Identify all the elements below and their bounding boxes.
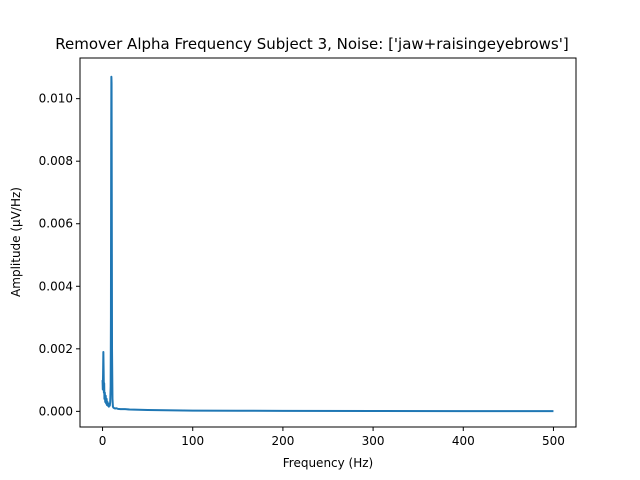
x-tick-label: 400 <box>452 434 475 448</box>
series-line-0 <box>101 75 554 413</box>
x-tick-label: 500 <box>542 434 565 448</box>
series-layer <box>101 75 554 413</box>
y-axis-label: Amplitude (μV/Hz) <box>9 187 23 297</box>
x-axis: 0 100 200 300 400 500 <box>99 427 565 448</box>
y-tick-label: 0.002 <box>39 342 73 356</box>
x-tick-label: 300 <box>362 434 385 448</box>
y-tick-label: 0.010 <box>39 92 73 106</box>
x-axis-label: Frequency (Hz) <box>283 456 374 470</box>
x-tick-label: 200 <box>271 434 294 448</box>
chart-title: Remover Alpha Frequency Subject 3, Noise… <box>55 35 568 53</box>
y-tick-label: 0.004 <box>39 279 73 293</box>
y-axis: 0.000 0.002 0.004 0.006 0.008 0.010 <box>39 92 80 418</box>
y-tick-label: 0.000 <box>39 404 73 418</box>
x-tick-label: 100 <box>181 434 204 448</box>
plot-area <box>79 57 577 428</box>
x-tick-label: 0 <box>99 434 107 448</box>
y-tick-label: 0.006 <box>39 217 73 231</box>
axes-frame <box>79 57 577 428</box>
y-tick-label: 0.008 <box>39 154 73 168</box>
